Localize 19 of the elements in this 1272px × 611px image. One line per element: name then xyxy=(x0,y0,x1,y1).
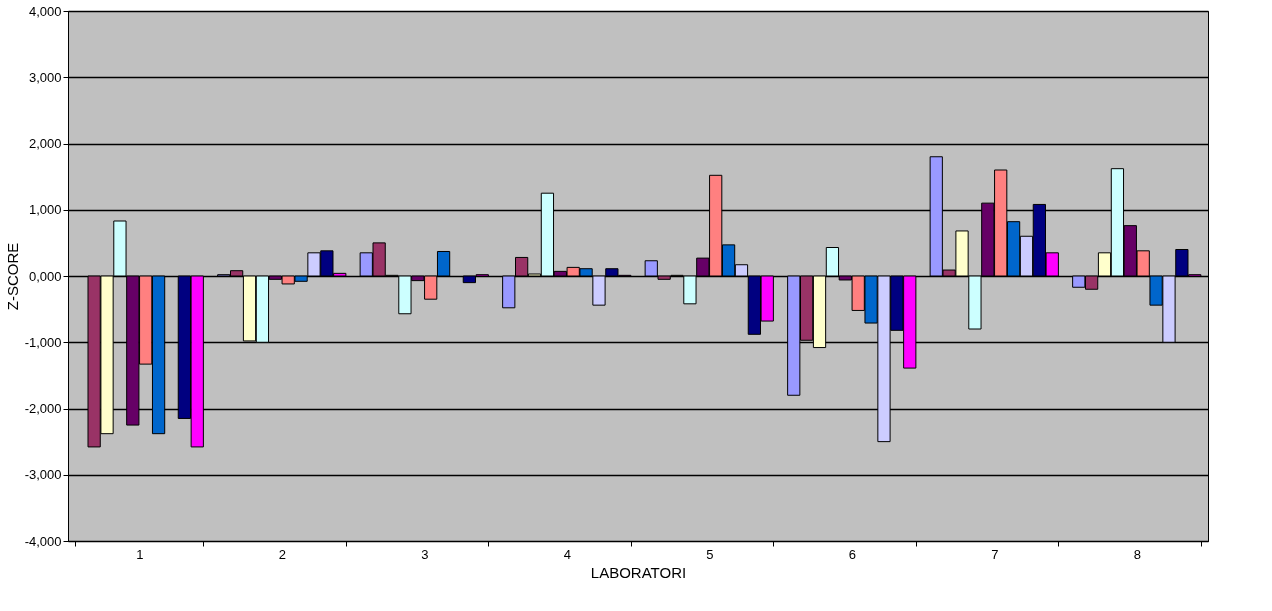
y-tick-label: 3,000 xyxy=(28,69,62,85)
x-tick-label: 2 xyxy=(278,546,286,562)
y-tick-label: 4,000 xyxy=(28,3,62,19)
y-tick-label: -2,000 xyxy=(24,401,62,416)
x-tick-label: 8 xyxy=(1133,546,1141,562)
x-tick-label: 3 xyxy=(421,546,429,562)
x-tick-label: 4 xyxy=(563,546,571,562)
y-tick-label: 2,000 xyxy=(28,136,62,151)
y-tick-label: 1,000 xyxy=(28,202,62,218)
x-tick-label: 1 xyxy=(136,546,144,562)
x-tick-label: 7 xyxy=(991,546,999,562)
y-axis-title: Z-SCORE xyxy=(3,242,21,311)
x-tick-label: 5 xyxy=(706,546,714,562)
y-tick-label: 0,000 xyxy=(28,268,62,284)
y-tick-label: -3,000 xyxy=(24,467,62,483)
x-axis-title: LABORATORI xyxy=(590,563,687,581)
y-tick-label: -1,000 xyxy=(24,334,62,350)
y-tick-label: -4,000 xyxy=(24,533,62,549)
x-tick-label: 6 xyxy=(848,546,856,562)
